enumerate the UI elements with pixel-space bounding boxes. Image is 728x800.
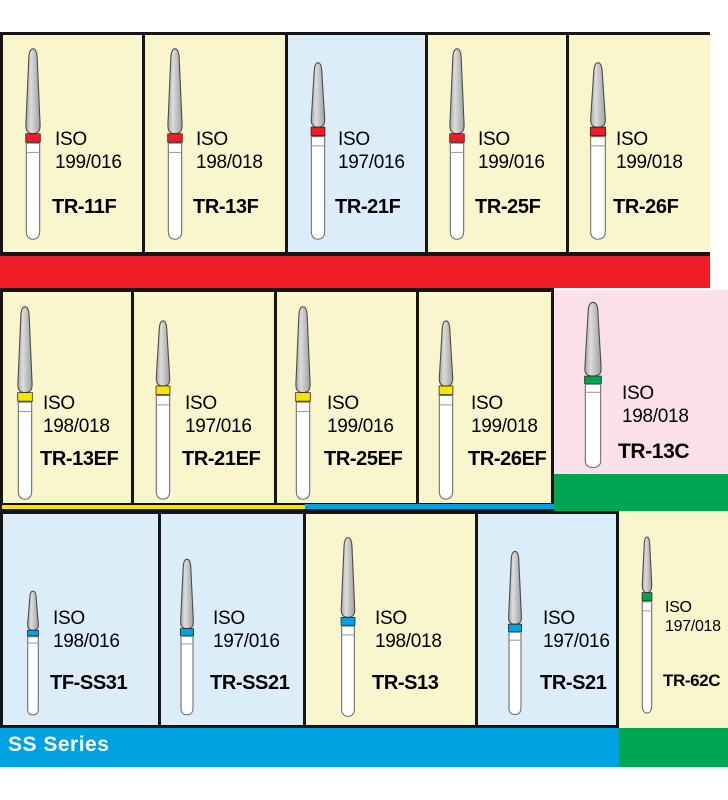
iso-spec: ISO 197/016 — [338, 128, 405, 174]
iso-label: ISO — [665, 599, 692, 616]
iso-label: ISO — [43, 393, 75, 414]
iso-label: ISO — [338, 129, 370, 150]
bur-card: ISO 198/018 TR-13C — [554, 290, 728, 474]
model-label: TR-13F — [193, 196, 259, 218]
iso-code: 197/016 — [185, 416, 252, 437]
model-label: TR-26EF — [468, 448, 547, 470]
bur-icon — [298, 46, 338, 242]
grit-bar-green — [554, 474, 728, 511]
iso-code: 198/018 — [43, 416, 110, 437]
bur-icon — [576, 46, 620, 242]
iso-spec: ISO 198/018 — [622, 382, 689, 428]
iso-label: ISO — [213, 608, 245, 629]
iso-label: ISO — [616, 129, 648, 150]
iso-code: 198/018 — [196, 152, 263, 173]
iso-code: 197/016 — [338, 152, 405, 173]
iso-code: 197/016 — [213, 631, 280, 652]
iso-spec: ISO 198/018 — [375, 607, 442, 653]
iso-code: 197/018 — [665, 618, 721, 635]
iso-code: 198/016 — [53, 631, 120, 652]
iso-label: ISO — [55, 129, 87, 150]
bur-card: ISO 197/016 TR-21EF — [134, 292, 274, 503]
iso-spec: ISO 199/018 — [616, 128, 683, 174]
series-bar-ss: SS Series — [0, 728, 619, 767]
iso-spec: ISO 199/016 — [478, 128, 545, 174]
bur-icon — [169, 557, 205, 717]
model-label: TR-62C — [663, 671, 721, 690]
iso-spec: ISO 198/016 — [53, 607, 120, 653]
bur-icon — [5, 304, 45, 502]
model-label: TR-21EF — [182, 448, 261, 470]
bur-card: ISO 197/016 TR-21F — [288, 35, 425, 252]
series-bar-green — [619, 728, 728, 767]
model-label: TR-13EF — [40, 448, 119, 470]
model-label: TF-SS31 — [50, 672, 128, 694]
model-label: TR-S13 — [372, 672, 439, 694]
iso-code: 199/016 — [478, 152, 545, 173]
iso-label: ISO — [471, 393, 503, 414]
iso-spec: ISO 197/016 — [185, 392, 252, 438]
bur-card: ISO 198/018 TR-S13 — [306, 514, 475, 725]
iso-label: ISO — [185, 393, 217, 414]
grit-bar-blue — [305, 504, 554, 509]
bur-icon — [631, 534, 663, 716]
iso-code: 199/016 — [55, 152, 122, 173]
bur-card: ISO 197/016 TR-SS21 — [161, 514, 303, 725]
iso-code: 199/018 — [616, 152, 683, 173]
bur-card: ISO 199/016 TR-25EF — [277, 292, 416, 503]
bur-icon — [329, 535, 367, 719]
bur-icon — [155, 46, 195, 242]
grit-bar-red — [0, 256, 710, 288]
model-label: TR-26F — [613, 196, 679, 218]
bur-card: ISO 197/018 TR-62C — [619, 511, 728, 728]
iso-label: ISO — [375, 608, 407, 629]
model-label: TR-11F — [52, 196, 117, 218]
iso-code: 198/018 — [375, 631, 442, 652]
iso-label: ISO — [478, 129, 510, 150]
iso-spec: ISO 197/016 — [543, 607, 610, 653]
bur-card: ISO 199/018 TR-26F — [569, 35, 710, 252]
iso-label: ISO — [543, 608, 575, 629]
bur-icon — [497, 549, 533, 717]
model-label: TR-25EF — [324, 448, 403, 470]
iso-label: ISO — [622, 383, 654, 404]
iso-spec: ISO 197/018 — [665, 598, 721, 636]
iso-label: ISO — [53, 608, 85, 629]
bur-card: ISO 198/018 TR-13EF — [3, 292, 131, 503]
model-label: TR-21F — [335, 196, 401, 218]
bur-card: ISO 199/018 TR-26EF — [419, 292, 551, 503]
iso-code: 197/016 — [543, 631, 610, 652]
bur-icon — [437, 46, 477, 242]
iso-spec: ISO 198/018 — [196, 128, 263, 174]
bur-card: ISO 198/016 TF-SS31 — [3, 514, 158, 725]
iso-spec: ISO 197/016 — [213, 607, 280, 653]
grit-bar-yellow — [2, 505, 305, 509]
model-label: TR-25F — [475, 196, 541, 218]
bur-card: ISO 198/018 TR-13F — [145, 35, 285, 252]
iso-code: 199/016 — [327, 416, 394, 437]
iso-spec: ISO 198/018 — [43, 392, 110, 438]
bur-icon — [13, 46, 53, 242]
bur-icon — [143, 304, 183, 502]
iso-spec: ISO 199/016 — [327, 392, 394, 438]
model-label: TR-SS21 — [210, 672, 290, 694]
bur-icon — [15, 589, 51, 717]
bur-card: ISO 197/016 TR-S21 — [478, 514, 616, 725]
iso-spec: ISO 199/016 — [55, 128, 122, 174]
iso-spec: ISO 199/018 — [471, 392, 538, 438]
bur-icon — [570, 300, 616, 470]
iso-label: ISO — [327, 393, 359, 414]
iso-code: 199/018 — [471, 416, 538, 437]
model-label: TR-13C — [618, 440, 690, 463]
bur-icon — [283, 304, 323, 502]
bur-icon — [426, 304, 466, 502]
iso-label: ISO — [196, 129, 228, 150]
bur-card: ISO 199/016 TR-25F — [428, 35, 566, 252]
bur-card: ISO 199/016 TR-11F — [3, 35, 142, 252]
iso-code: 198/018 — [622, 406, 689, 427]
model-label: TR-S21 — [540, 672, 607, 694]
series-label: SS Series — [8, 733, 110, 756]
